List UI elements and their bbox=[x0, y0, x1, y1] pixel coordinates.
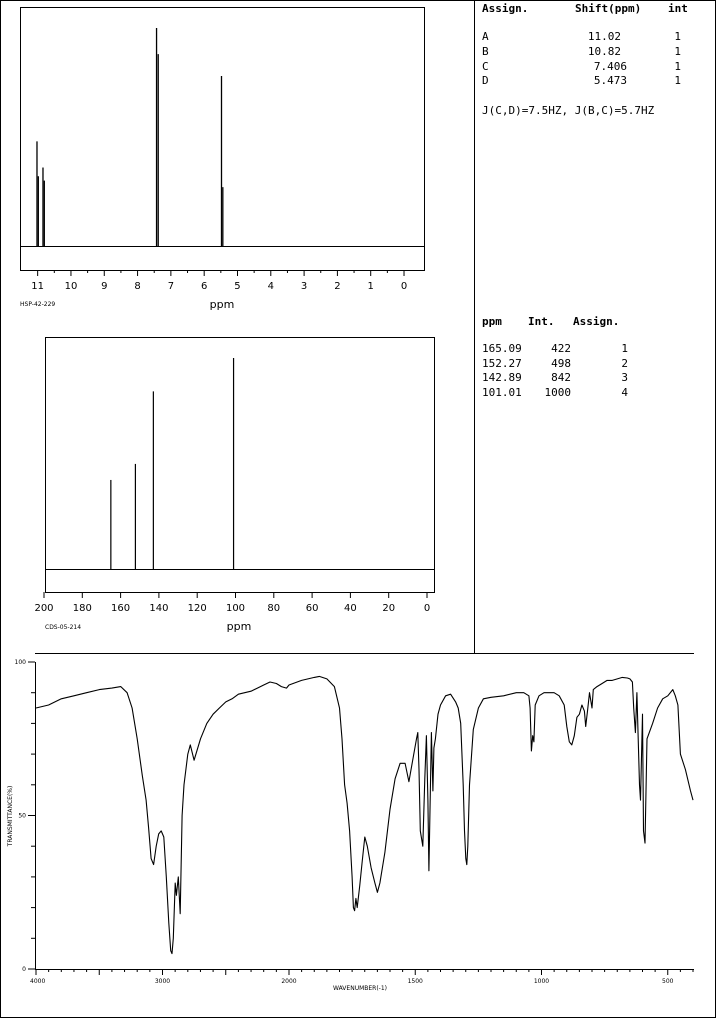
h-nmr-tick-label: 5 bbox=[234, 281, 240, 292]
ir-y-label: TRANSMITTANCE(%) bbox=[7, 786, 14, 848]
h-nmr-code: HSP-42-229 bbox=[20, 301, 55, 308]
h-table-header-int: int bbox=[668, 2, 688, 15]
c-row-assign: 4 bbox=[621, 386, 628, 399]
c-nmr-peaks bbox=[110, 358, 235, 569]
c-nmr-tick-label: 160 bbox=[111, 603, 130, 614]
h-nmr-frame bbox=[20, 7, 425, 271]
h-nmr-tick-label: 1 bbox=[368, 281, 374, 292]
c-table-header-assign: Assign. bbox=[573, 315, 619, 328]
h-nmr-tick-label: 7 bbox=[168, 281, 174, 292]
h-row-shift: 11.02 bbox=[588, 30, 621, 43]
c-table-header-ppm: ppm bbox=[482, 315, 502, 328]
c-nmr-tick-label: 140 bbox=[149, 603, 168, 614]
c-shift-table: ppm Int. Assign. 165.09 422 1 152.27 498… bbox=[482, 315, 628, 399]
ir-x-tick-label: 1000 bbox=[534, 978, 549, 985]
h-nmr-x-ticks: 11 10 9 8 7 6 5 4 3 2 1 0 bbox=[31, 270, 407, 292]
h-nmr-tick-label: 4 bbox=[268, 281, 274, 292]
ir-y-tick-label: 100 bbox=[15, 659, 27, 666]
c-row-int: 422 bbox=[551, 342, 571, 355]
ir-trace bbox=[35, 675, 694, 955]
c-nmr-tick-label: 180 bbox=[73, 603, 92, 614]
h-row-int: 1 bbox=[674, 30, 681, 43]
c-row-assign: 1 bbox=[621, 342, 628, 355]
h-row-int: 1 bbox=[674, 60, 681, 73]
h-nmr-tick-label: 11 bbox=[31, 281, 44, 292]
h-row-int: 1 bbox=[674, 45, 681, 58]
c-table-header-int: Int. bbox=[528, 315, 555, 328]
c-nmr-tick-label: 100 bbox=[226, 603, 245, 614]
h-row-shift: 7.406 bbox=[594, 60, 627, 73]
ir-y-tick-label: 50 bbox=[18, 813, 26, 820]
c-nmr-x-label: ppm bbox=[227, 620, 252, 633]
c-row-ppm: 142.89 bbox=[482, 371, 522, 384]
c-nmr-tick-label: 120 bbox=[188, 603, 207, 614]
c-row-int: 1000 bbox=[545, 386, 572, 399]
c-nmr-chart: 200 180 160 140 120 100 80 60 40 20 0 ppm CDS-05-2… bbox=[34, 337, 435, 633]
c-nmr-tick-label: 80 bbox=[267, 603, 280, 614]
h-nmr-tick-label: 6 bbox=[201, 281, 207, 292]
ir-x-tick-label: 3000 bbox=[155, 978, 170, 985]
c-nmr-tick-label: 20 bbox=[382, 603, 395, 614]
c-row-ppm: 165.09 bbox=[482, 342, 522, 355]
c-row-int: 498 bbox=[551, 357, 571, 370]
c-nmr-tick-label: 0 bbox=[424, 603, 430, 614]
h-row-assign: B bbox=[482, 45, 489, 58]
h-nmr-tick-label: 8 bbox=[134, 281, 140, 292]
h-row-int: 1 bbox=[674, 74, 681, 87]
c-nmr-tick-label: 60 bbox=[306, 603, 319, 614]
c-row-ppm: 152.27 bbox=[482, 357, 522, 370]
ir-x-label: WAVENUMBER(-1) bbox=[333, 985, 387, 992]
h-table-header-shift: Shift(ppm) bbox=[575, 2, 641, 15]
h-row-assign: C bbox=[482, 60, 489, 73]
h-nmr-tick-label: 2 bbox=[334, 281, 340, 292]
c-nmr-tick-label: 200 bbox=[34, 603, 53, 614]
h-row-assign: D bbox=[482, 74, 489, 87]
h-nmr-x-label: ppm bbox=[210, 298, 235, 311]
c-nmr-code: CDS-05-214 bbox=[45, 624, 81, 631]
h-nmr-tick-label: 10 bbox=[65, 281, 78, 292]
c-nmr-tick-label: 40 bbox=[344, 603, 357, 614]
ir-x-tick-label: 1500 bbox=[408, 978, 423, 985]
ir-x-tick-label: 2000 bbox=[281, 978, 296, 985]
ir-x-tick-label: 500 bbox=[662, 978, 674, 985]
ir-x-ticks: 4000 3000 2000 1500 1000 500 bbox=[30, 969, 694, 985]
h-row-shift: 5.473 bbox=[594, 74, 627, 87]
h-table-header-assign: Assign. bbox=[482, 2, 528, 15]
h-nmr-peaks bbox=[36, 28, 224, 246]
ir-y-tick-label: 0 bbox=[22, 966, 26, 973]
c-nmr-x-ticks: 200 180 160 140 120 100 80 60 40 20 0 bbox=[34, 592, 430, 614]
h-shift-table: Assign. Shift(ppm) int A 11.02 1 B 10.82… bbox=[482, 2, 688, 117]
h-nmr-tick-label: 9 bbox=[101, 281, 107, 292]
c-row-assign: 2 bbox=[621, 357, 628, 370]
ir-y-ticks: 0 50 100 bbox=[15, 659, 35, 973]
h-nmr-tick-label: 0 bbox=[401, 281, 407, 292]
c-row-ppm: 101.01 bbox=[482, 386, 522, 399]
h-nmr-tick-label: 3 bbox=[301, 281, 307, 292]
h-nmr-chart: 11 10 9 8 7 6 5 4 3 2 1 0 ppm HSP-42-229 bbox=[20, 7, 425, 311]
h-row-shift: 10.82 bbox=[588, 45, 621, 58]
c-row-assign: 3 bbox=[621, 371, 628, 384]
ir-x-tick-label: 4000 bbox=[30, 978, 45, 985]
ir-chart: 0 50 100 4000 3000 2000 1500 1000 500 WAVENUMBE… bbox=[7, 659, 694, 992]
c-nmr-frame bbox=[45, 337, 435, 593]
h-row-assign: A bbox=[482, 30, 489, 43]
h-coupling-constants: J(C,D)=7.5HZ, J(B,C)=5.7HZ bbox=[482, 104, 655, 117]
c-row-int: 842 bbox=[551, 371, 571, 384]
